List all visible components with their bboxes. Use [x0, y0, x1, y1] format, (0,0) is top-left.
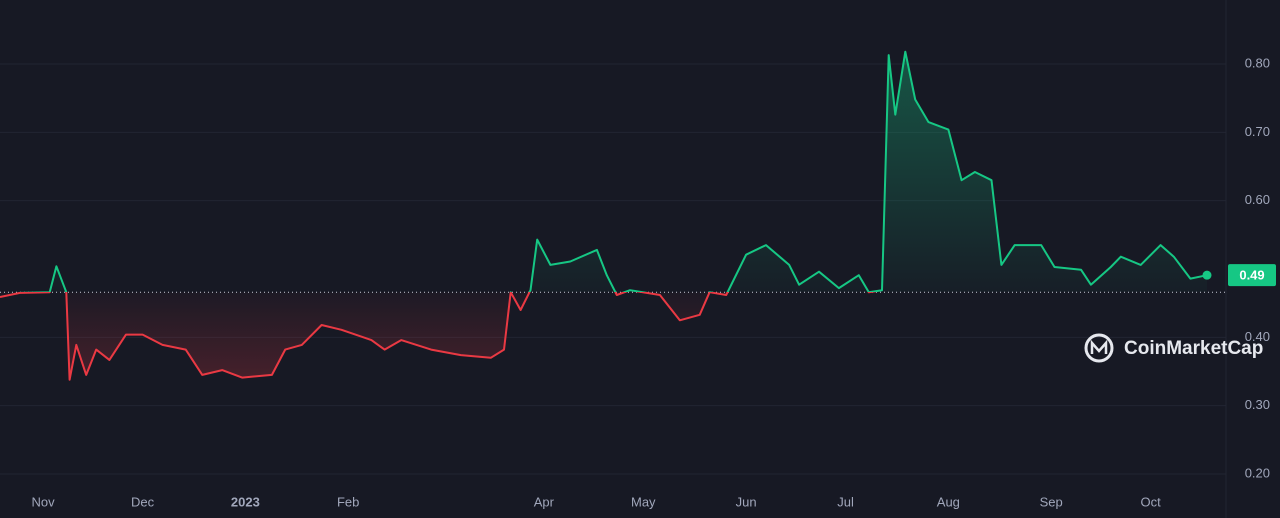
price-label: 0.49: [1239, 268, 1264, 283]
x-tick-label: Apr: [534, 494, 555, 509]
x-tick-label: Jul: [837, 494, 854, 509]
price-label-box: [1228, 264, 1276, 287]
x-tick-label: Nov: [32, 494, 56, 509]
area-fill: [0, 51, 1207, 380]
x-tick-label: Sep: [1040, 494, 1063, 509]
x-tick-label: Aug: [937, 494, 960, 509]
x-tick-label: Feb: [337, 494, 359, 509]
y-tick-label: 0.70: [1245, 124, 1270, 139]
x-tick-label: May: [631, 494, 656, 509]
x-tick-label: 2023: [231, 494, 260, 509]
x-tick-label: Jun: [736, 494, 757, 509]
last-point: [1202, 270, 1212, 280]
y-tick-label: 0.30: [1245, 397, 1270, 412]
y-tick-label: 0.80: [1245, 55, 1270, 70]
watermark: CoinMarketCap: [1084, 333, 1263, 363]
watermark-text: CoinMarketCap: [1124, 338, 1263, 359]
price-line: [0, 50, 1208, 381]
y-tick-label: 0.40: [1245, 329, 1270, 344]
y-tick-label: 0.20: [1245, 465, 1270, 480]
x-tick-label: Dec: [131, 494, 155, 509]
x-tick-label: Oct: [1141, 494, 1162, 509]
y-tick-label: 0.60: [1245, 192, 1270, 207]
